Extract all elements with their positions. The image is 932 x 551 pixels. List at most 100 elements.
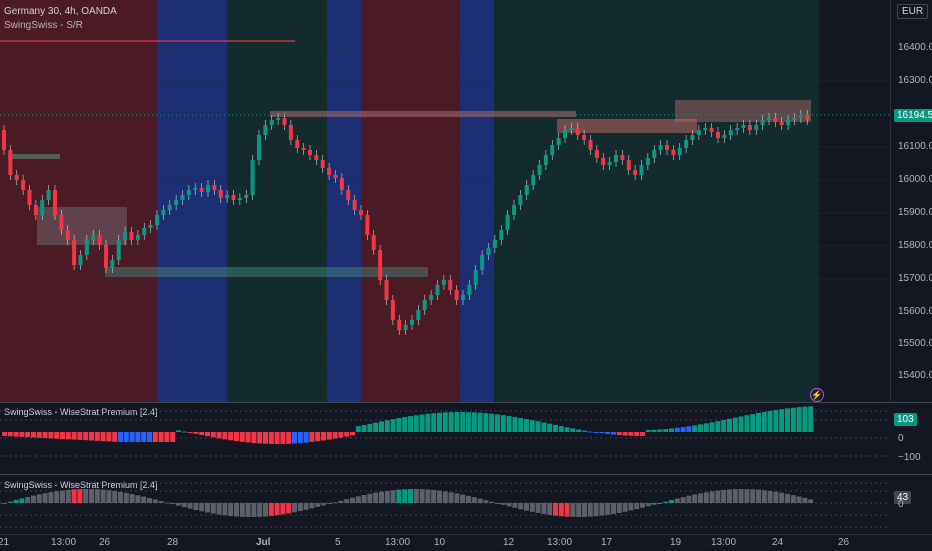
osc1-bar bbox=[118, 432, 123, 442]
osc1-bar bbox=[756, 412, 761, 432]
osc1-bar bbox=[558, 426, 564, 432]
candle bbox=[614, 155, 618, 162]
osc1-bar bbox=[83, 432, 89, 441]
zone-red-1 bbox=[0, 0, 157, 402]
sr-zone-support bbox=[105, 267, 428, 277]
currency-button[interactable]: EUR bbox=[897, 4, 929, 19]
osc1-bar bbox=[715, 421, 721, 432]
osc2-bar bbox=[611, 503, 616, 514]
osc1-bar bbox=[582, 430, 587, 432]
osc1-bar bbox=[727, 418, 732, 432]
candle bbox=[773, 118, 778, 122]
osc2-bar bbox=[216, 503, 222, 515]
time-label: 26 bbox=[838, 537, 850, 548]
candle bbox=[295, 140, 300, 148]
osc2-bar bbox=[448, 492, 454, 503]
osc2-bar bbox=[135, 495, 141, 503]
osc1-bar bbox=[779, 409, 785, 432]
candle bbox=[505, 215, 510, 230]
osc1-bar bbox=[657, 429, 663, 432]
osc1-bar bbox=[147, 432, 152, 442]
candle bbox=[8, 150, 13, 175]
osc2-bar bbox=[495, 503, 500, 504]
pane-separator-2[interactable] bbox=[0, 474, 932, 475]
sr-zone-resist-right bbox=[557, 119, 697, 133]
osc2-bar bbox=[36, 494, 42, 503]
osc2-bar bbox=[152, 499, 158, 503]
main-chart-pane[interactable] bbox=[0, 0, 890, 402]
osc1-bar bbox=[193, 432, 199, 434]
osc2-bar bbox=[802, 497, 808, 503]
oscillator-2[interactable] bbox=[0, 475, 890, 535]
osc2-bar bbox=[315, 503, 321, 507]
osc2-bar bbox=[396, 489, 402, 503]
osc1-bar bbox=[413, 415, 419, 432]
candle bbox=[588, 140, 593, 150]
osc1-bar bbox=[524, 419, 529, 432]
osc1-bar bbox=[796, 407, 802, 432]
price-axis[interactable]: EUR bbox=[890, 0, 932, 402]
osc1-bar bbox=[703, 423, 709, 432]
osc2-bar bbox=[7, 501, 13, 503]
candle bbox=[97, 235, 102, 245]
candle bbox=[798, 115, 803, 118]
osc1-bar bbox=[321, 432, 326, 441]
osc2-bar bbox=[425, 489, 431, 503]
candle bbox=[53, 190, 57, 215]
candle bbox=[116, 240, 121, 260]
osc2-title[interactable]: SwingSwiss - WiseStrat Premium [2.4] bbox=[4, 480, 158, 490]
osc2-bar bbox=[808, 499, 814, 503]
time-label: 13:00 bbox=[711, 537, 737, 548]
osc1-bar bbox=[170, 432, 176, 442]
osc1-title[interactable]: SwingSwiss - WiseStrat Premium [2.4] bbox=[4, 407, 158, 417]
candle bbox=[709, 128, 714, 132]
oscillator-1[interactable] bbox=[0, 403, 890, 473]
osc1-bar bbox=[790, 407, 796, 432]
candle bbox=[371, 235, 376, 250]
osc2-bar bbox=[100, 489, 106, 503]
osc2-bar bbox=[773, 491, 779, 503]
zone-green-2 bbox=[494, 0, 819, 402]
candle bbox=[333, 175, 338, 178]
indicator-title[interactable]: SwingSwiss - S/R bbox=[4, 20, 83, 31]
osc1-bar bbox=[587, 431, 593, 433]
osc1-bar bbox=[344, 432, 350, 437]
pane-separator-1[interactable] bbox=[0, 402, 932, 403]
price-chart[interactable] bbox=[0, 0, 890, 402]
candle bbox=[59, 215, 64, 230]
candle bbox=[155, 215, 159, 225]
candle bbox=[352, 200, 357, 210]
time-axis[interactable] bbox=[0, 534, 932, 551]
symbol-title[interactable]: Germany 30, 4h, OANDA bbox=[4, 6, 117, 17]
candle bbox=[716, 132, 720, 138]
lightning-icon[interactable]: ⚡ bbox=[810, 388, 824, 402]
osc2-bar bbox=[680, 497, 686, 503]
osc1-bar bbox=[210, 432, 216, 438]
osc1-bar bbox=[651, 429, 657, 432]
osc1-bar bbox=[141, 432, 147, 442]
osc1-bar bbox=[60, 432, 65, 439]
osc2-bar bbox=[245, 503, 251, 517]
candle bbox=[257, 135, 261, 160]
candle bbox=[607, 162, 612, 165]
osc2-bar bbox=[785, 493, 790, 503]
osc1-bar bbox=[36, 432, 42, 438]
candle bbox=[582, 135, 587, 140]
osc2-bar bbox=[344, 499, 350, 503]
osc2-bar bbox=[309, 503, 315, 509]
candle bbox=[779, 122, 784, 125]
osc2-bar bbox=[193, 503, 199, 511]
candle bbox=[569, 128, 574, 130]
candle bbox=[186, 190, 191, 195]
osc2-bar bbox=[622, 503, 628, 512]
osc1-bar bbox=[454, 412, 460, 432]
candle bbox=[327, 168, 332, 175]
osc1-value-tag: 103 bbox=[894, 413, 917, 426]
osc2-bar bbox=[257, 503, 263, 517]
osc2-bar bbox=[234, 503, 239, 517]
osc2-bar bbox=[390, 490, 396, 503]
osc2-bar bbox=[94, 489, 100, 503]
osc2-bar bbox=[286, 503, 292, 514]
osc2-bar bbox=[274, 503, 280, 516]
candle bbox=[250, 160, 255, 195]
